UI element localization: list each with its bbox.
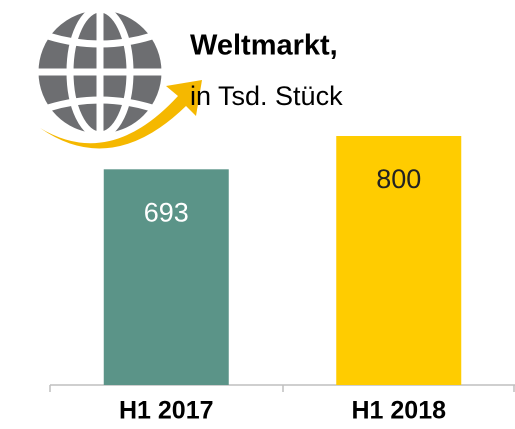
value-label: 800 [376,164,421,194]
x-tick-label: H1 2017 [119,397,214,425]
x-axis [49,384,515,392]
bar [103,169,229,385]
chart-title: Weltmarkt, [190,30,338,62]
chart-subtitle: in Tsd. Stück [190,81,343,111]
bar [336,136,462,385]
value-label: 693 [144,197,189,227]
x-tick-label: H1 2018 [351,397,446,425]
globe-icon [35,5,202,149]
